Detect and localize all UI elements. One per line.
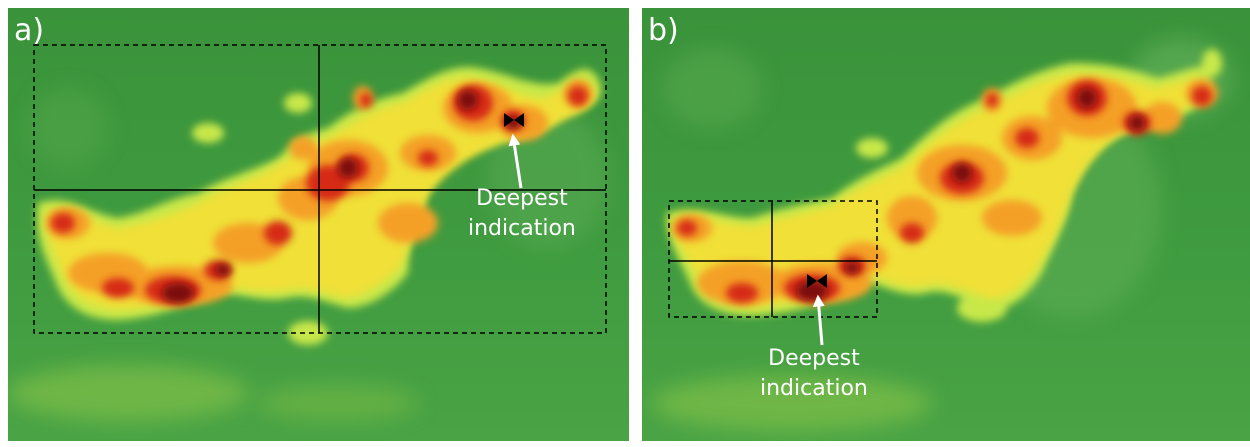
region-box (668, 200, 878, 318)
panel-label: b) (648, 13, 679, 48)
annotation-line-1: Deepest (476, 186, 568, 211)
annotation-line-1: Deepest (768, 346, 860, 371)
annotation-line-2: indication (468, 216, 576, 241)
deepest-marker (504, 113, 524, 127)
panel-label: a) (14, 13, 45, 48)
deepest-marker (807, 274, 827, 288)
region-box (33, 44, 607, 334)
panel-b: b) Deepest indication (642, 8, 1250, 441)
annotation-line-2: indication (760, 376, 868, 401)
background-texture (8, 88, 608, 421)
annotation-text: Deepest indication (468, 184, 576, 244)
annotation-arrow (812, 294, 825, 346)
annotation-arrow (508, 133, 523, 189)
annotation-text: Deepest indication (760, 344, 868, 404)
heatmap-b (642, 8, 1250, 441)
panel-a: a) Deepest indication (8, 8, 629, 441)
hotspot-layer-5 (162, 90, 521, 303)
heatmap-a (8, 8, 629, 441)
